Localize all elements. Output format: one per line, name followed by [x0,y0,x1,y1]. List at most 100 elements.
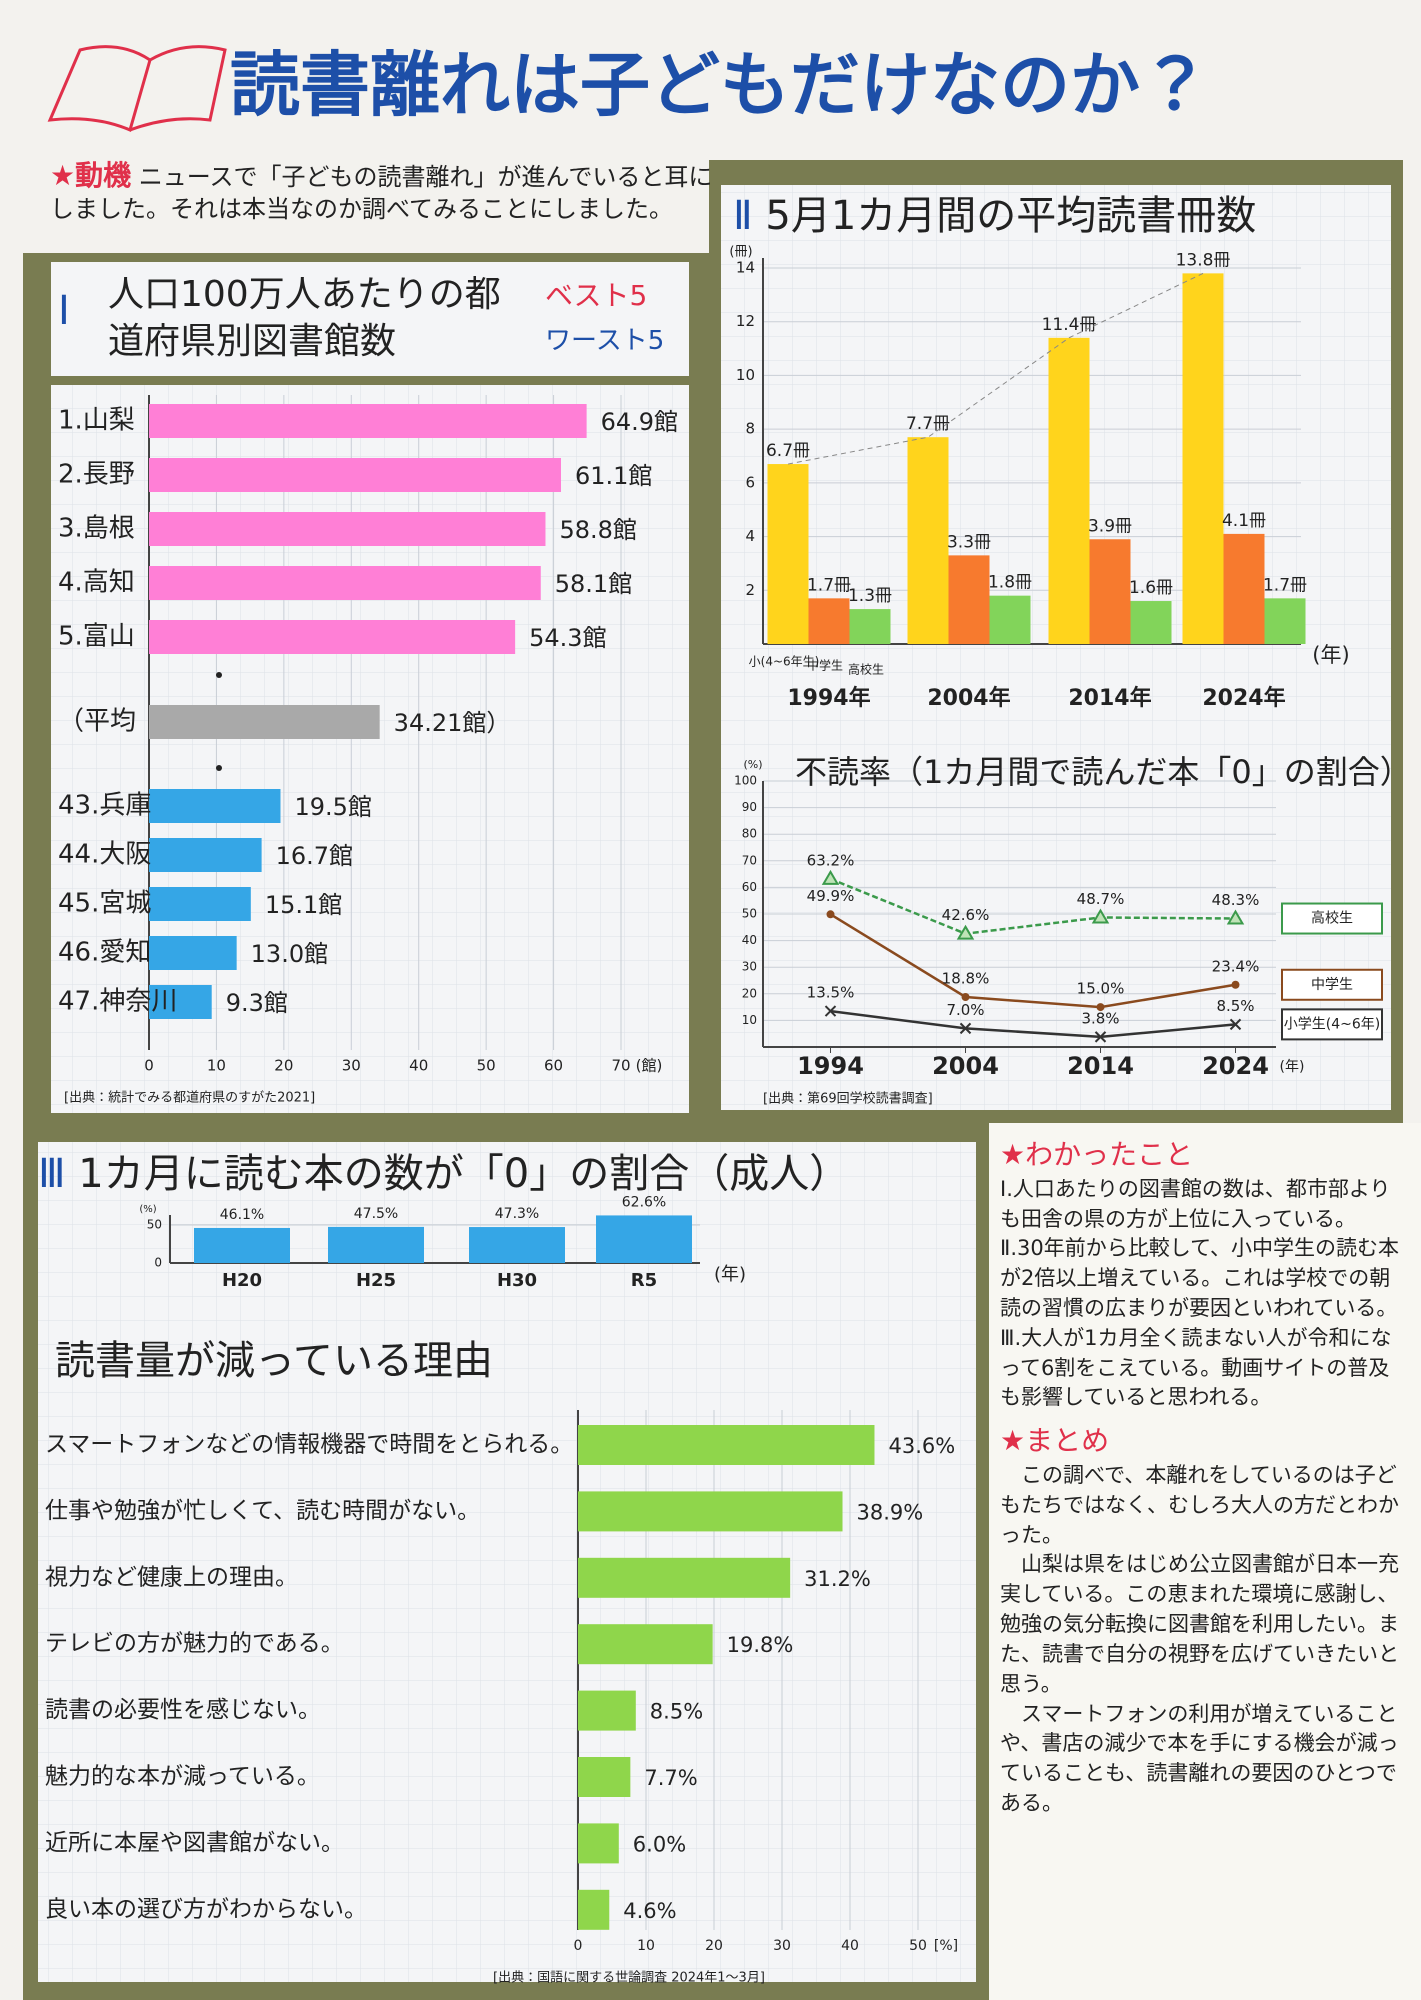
x-tick-label: 10 [207,1057,226,1075]
section-number: Ⅰ [58,288,70,334]
x-axis-unit: (年) [1312,643,1349,667]
value-label: 13.5% [807,984,855,1002]
finding: Ⅲ.大人が1カ月全く読まない人が令和になって6割をこえている。動画サイトの普及も… [1000,1325,1392,1410]
x-tick-label: H30 [497,1270,537,1291]
value-label: 1.3冊 [848,586,892,606]
summary-paragraph: 山梨は県をはじめ公立図書館が日本一充実している。この恵まれた環境に感謝し、勉強の… [1000,1552,1399,1696]
category-label: 1.山梨 [58,406,135,436]
trend-line [787,272,1204,465]
x-tick-label: 2004年 [927,685,1010,711]
value-label: 4.1冊 [1222,511,1266,531]
tag-best: ベスト5 [545,279,648,312]
x-tick-label: 50 [477,1057,496,1075]
x-tick-label: 2004 [932,1052,999,1080]
bar [1089,539,1131,644]
source: [出典：統計でみる都道府県のすがた2021] [64,1090,315,1106]
bar [149,887,251,921]
value-label: 48.3% [1212,891,1260,909]
ellipsis-dot [216,672,222,678]
bar [149,458,561,492]
value-label: 6.0% [633,1832,686,1856]
bar [808,598,850,644]
x-tick-label: 2024年 [1202,685,1285,711]
category-label: 4.高知 [58,568,135,598]
y-tick-label: 4 [745,527,755,545]
bar [149,404,587,438]
value-label: 15.0% [1077,980,1125,998]
y-tick-label: 14 [736,259,755,277]
marker [1091,908,1110,924]
value-label: 7.7% [644,1766,697,1790]
y-tick-label: 80 [742,827,757,841]
x-tick-label: 20 [705,1938,723,1954]
legend-box [1281,968,1383,1001]
category-label: 45.宮城 [58,889,151,919]
marker [821,869,840,885]
legend-label: 高校生 [848,663,884,677]
value-label: 18.8% [942,969,990,987]
bar [194,1227,290,1263]
x-tick-label: 0 [144,1057,154,1075]
bar [578,1757,631,1797]
chart-title: Ⅲ 1カ月に読む本の数が「0」の割合（成人） [38,1148,849,1200]
summary-paragraph: スマートフォンの利用が増えていることや、書店の減少で本を手にする機会が減っている… [1000,1701,1399,1815]
bar [1182,273,1224,644]
bar [578,1889,610,1930]
category-label: 仕事や勉強が忙しくて、読む時間がない。 [45,1498,480,1524]
category-label: 44.大阪 [58,840,151,870]
value-label: 38.9% [857,1500,924,1524]
bar [578,1690,636,1731]
marker [824,1005,837,1017]
x-tick-label: 1994 [797,1052,864,1080]
y-tick-label: 50 [147,1218,162,1232]
value-label: 3.8% [1081,1009,1119,1027]
marker [959,1022,972,1035]
chart-title-text: 1カ月に読む本の数が「0」の割合（成人） [78,1151,850,1197]
value-label: 31.2% [804,1567,871,1591]
y-tick-label: 10 [736,366,755,384]
value-label: 61.1館 [575,462,652,490]
value-label: 9.3館 [226,989,288,1017]
category-label: 47.神奈川 [58,987,177,1017]
category-label: 46.愛知 [58,938,151,968]
marker [956,924,975,940]
bar [1264,598,1306,644]
bar [989,595,1031,644]
y-tick-label: 12 [736,312,755,330]
legend-label: 高校生 [1311,910,1353,927]
bar [907,437,949,644]
category-label: 良い本の選び方がわからない。 [45,1896,367,1922]
value-label: 8.5% [650,1700,703,1724]
section-number: Ⅱ [733,193,753,239]
legend-label: 小学生(4~6年) [1284,1016,1380,1032]
source: [出典：第69回学校読書調査] [763,1091,933,1107]
category-label: 近所に本屋や図書館がない。 [45,1830,344,1856]
y-axis-unit: (冊) [729,245,752,260]
value-label: 8.5% [1216,997,1254,1015]
x-tick-label: 0 [574,1938,583,1954]
x-tick-label: 1994年 [787,685,870,711]
y-tick-label: 20 [742,986,757,1000]
bar [1048,337,1090,644]
motivation-label: ★動機 [50,159,132,192]
value-label: 47.3% [495,1206,539,1222]
value-label: 7.7冊 [906,414,950,434]
x-tick-label: 2014年 [1068,685,1151,711]
value-label: 19.5館 [294,793,371,821]
y-tick-label: 8 [745,420,755,438]
line [830,1009,1236,1039]
bar [596,1215,692,1263]
value-label: 47.5% [354,1206,398,1222]
category-label: 43.兵庫 [58,791,151,821]
bar [328,1226,424,1263]
category-label: 読書の必要性を感じない。 [45,1697,321,1723]
bar [1130,601,1172,644]
y-tick-label: 70 [742,853,757,867]
value-label: 43.6% [888,1434,955,1458]
category-label: 5.富山 [58,622,135,652]
category-label: （平均 [58,707,136,737]
value-label: 4.6% [623,1899,676,1923]
